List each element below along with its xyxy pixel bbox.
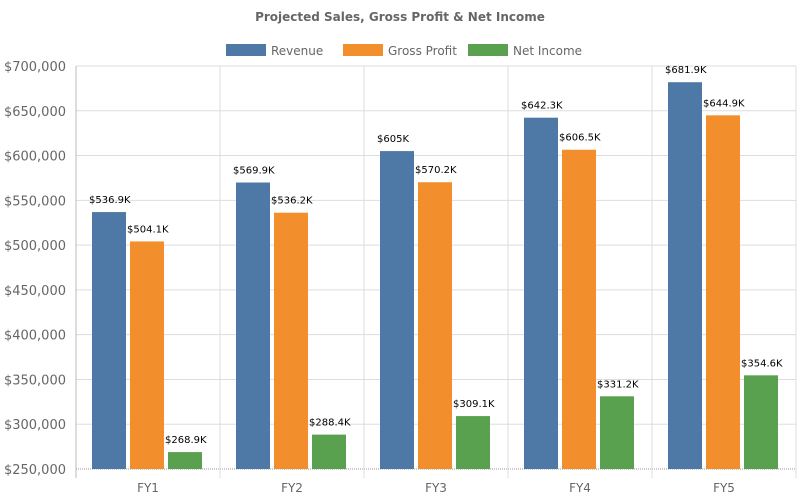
- x-tick-label: FY5: [713, 481, 735, 495]
- legend-label: Gross Profit: [388, 44, 457, 58]
- bar-net-income: [600, 396, 634, 469]
- y-tick-label: $600,000: [4, 150, 66, 165]
- y-tick-label: $350,000: [4, 373, 66, 388]
- bar-gross-profit: [274, 212, 308, 469]
- data-label: $536.2K: [271, 196, 313, 207]
- y-tick-label: $250,000: [4, 463, 66, 478]
- y-tick-label: $500,000: [4, 239, 66, 254]
- data-label: $354.6K: [741, 358, 783, 369]
- bar-revenue: [380, 151, 414, 470]
- legend-label: Revenue: [271, 44, 323, 58]
- legend: Revenue Gross Profit Net Income: [226, 44, 582, 58]
- data-label: $569.9K: [233, 166, 275, 177]
- y-tick-label: $300,000: [4, 418, 66, 433]
- y-tick-label: $550,000: [4, 194, 66, 209]
- data-label: $268.9K: [165, 435, 207, 446]
- bar-revenue: [668, 82, 702, 469]
- bar-gross-profit: [130, 241, 164, 469]
- legend-label: Net Income: [513, 44, 582, 58]
- x-tick-label: FY2: [281, 481, 303, 495]
- data-label: $504.1K: [127, 224, 169, 235]
- bar-gross-profit: [418, 182, 452, 470]
- bar-net-income: [744, 375, 778, 469]
- bar-revenue: [236, 182, 270, 469]
- bar-gross-profit: [562, 149, 596, 470]
- data-label: $570.2K: [415, 165, 457, 176]
- y-tick-label: $450,000: [4, 284, 66, 299]
- bar-net-income: [312, 434, 346, 469]
- x-tick-label: FY1: [137, 481, 159, 495]
- y-tick-label: $700,000: [4, 60, 66, 75]
- data-label: $681.9K: [665, 65, 707, 76]
- data-label: $309.1K: [453, 399, 495, 410]
- bar-net-income: [168, 452, 202, 469]
- chart-title: Projected Sales, Gross Profit & Net Inco…: [255, 10, 545, 24]
- bar-revenue: [524, 117, 558, 469]
- data-label: $606.5K: [559, 133, 601, 144]
- data-label: $288.4K: [309, 418, 351, 429]
- y-tick-label: $650,000: [4, 105, 66, 120]
- data-label: $642.3K: [521, 101, 563, 112]
- x-tick-label: FY3: [425, 481, 447, 495]
- data-label: $644.9K: [703, 98, 745, 109]
- bars: $536.9K $569.9K $605K $642.3K $681.9K $504.1K…: [89, 65, 783, 470]
- x-tick-label: FY4: [569, 481, 591, 495]
- bar-net-income: [456, 416, 490, 469]
- bar-revenue: [92, 212, 126, 469]
- axes: $250,000 $300,000 $350,000 $400,000 $450,000…: [4, 60, 735, 495]
- legend-swatch: [343, 44, 383, 56]
- y-tick-label: $400,000: [4, 329, 66, 344]
- data-label: $605K: [377, 134, 409, 145]
- bar-gross-profit: [706, 115, 740, 470]
- legend-swatch: [226, 44, 266, 56]
- data-label: $536.9K: [89, 195, 131, 206]
- data-label: $331.2K: [597, 379, 639, 390]
- legend-swatch: [468, 44, 508, 56]
